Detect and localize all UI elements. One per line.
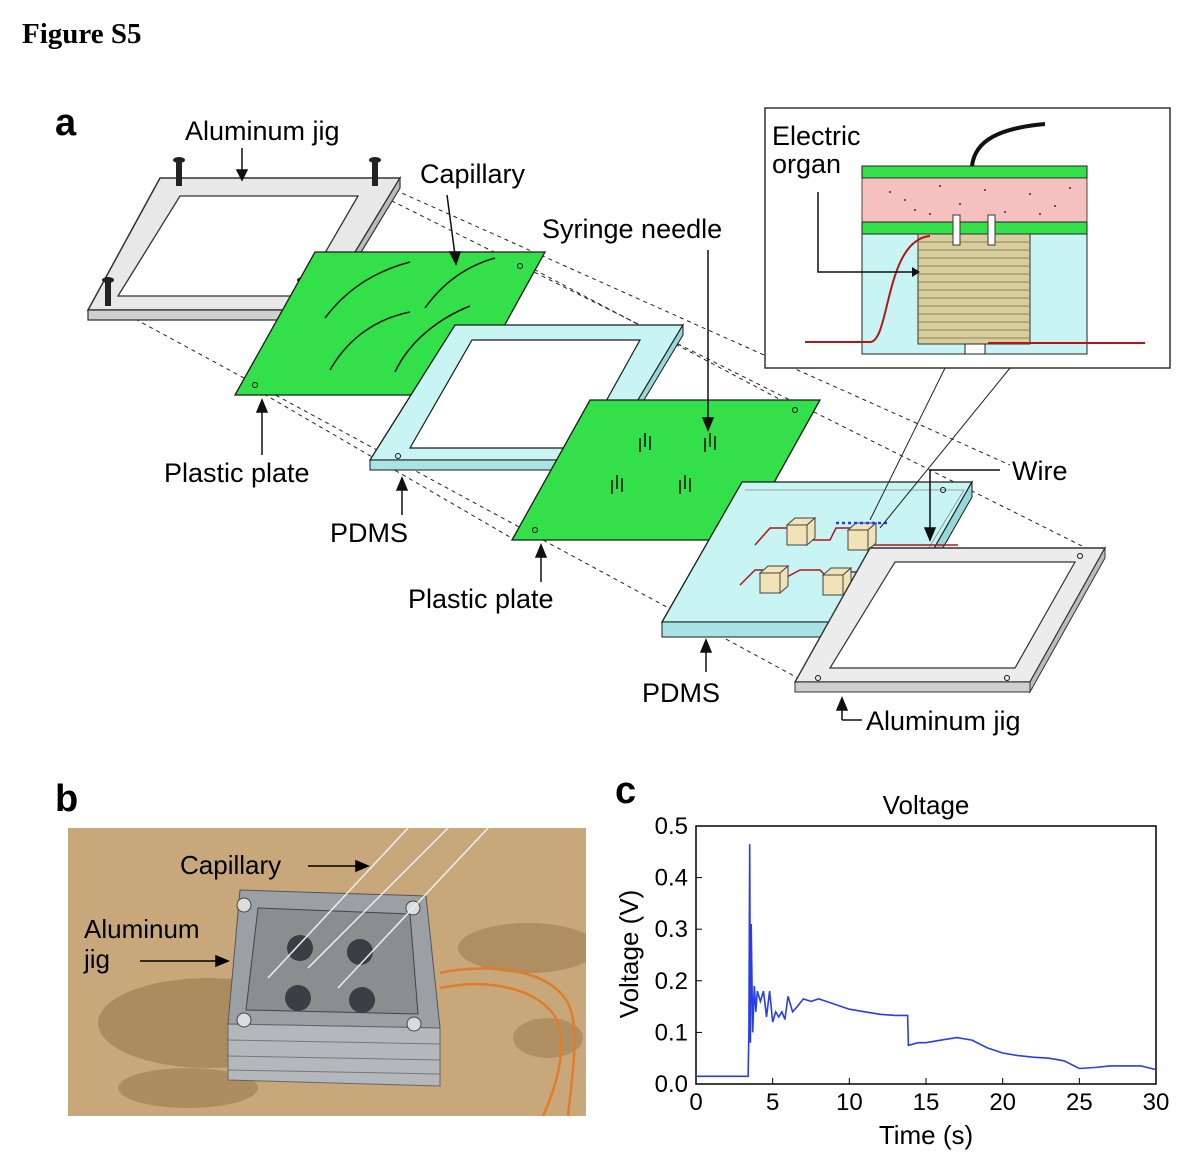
- aluminum-jig-bottom: [793, 546, 1107, 694]
- capillary-tubes: [324, 257, 496, 373]
- photo-label-aluminum-line2: jig: [83, 944, 110, 974]
- device-photo: Capillary Aluminum jig: [68, 828, 586, 1116]
- y-tick-label: 0.4: [655, 865, 688, 892]
- x-tick-label: 20: [989, 1089, 1016, 1116]
- electric-organ-cubes: [758, 516, 878, 597]
- figure-title: Figure S5: [22, 18, 142, 50]
- plot-area: [695, 825, 1157, 1085]
- voltage-chart: Voltage 0 5 10 15 20 25 30 0.0 0.1 0.2 0.3 0.4 0.5 T…: [614, 790, 1170, 1150]
- x-axis-label: Time (s): [879, 1120, 973, 1150]
- y-axis-label: Voltage (V): [614, 890, 644, 1019]
- y-tick-label: 0.5: [655, 813, 688, 840]
- syringe-needle-icons: [611, 433, 716, 494]
- photo-arrows: [140, 859, 370, 968]
- label-plastic-plate-1: Plastic plate: [164, 458, 310, 488]
- label-wire: Wire: [1012, 456, 1068, 486]
- x-tick-label: 30: [1143, 1089, 1170, 1116]
- x-tick-label: 15: [913, 1089, 940, 1116]
- label-syringe-needle: Syringe needle: [542, 214, 722, 244]
- x-tick-label: 5: [766, 1089, 779, 1116]
- label-pdms-2: PDMS: [642, 678, 720, 708]
- panel-letter-c: c: [615, 770, 637, 812]
- label-capillary: Capillary: [420, 159, 526, 189]
- x-tick-label: 10: [836, 1089, 863, 1116]
- label-electric-organ-line1: Electric: [772, 121, 861, 151]
- axis-ticks: 0 5 10 15 20 25 30 0.0 0.1 0.2 0.3 0.4 0.5: [655, 813, 1170, 1116]
- assembly-diagram: Aluminum jig Capillary Syringe needle Pl…: [86, 107, 1171, 736]
- panel-letter-b: b: [55, 778, 79, 820]
- y-tick-label: 0.2: [655, 968, 688, 995]
- photo-label-aluminum-line1: Aluminum: [84, 914, 200, 944]
- electric-organ-inset: [764, 107, 1171, 369]
- label-aluminum-jig-bottom: Aluminum jig: [866, 706, 1021, 736]
- y-tick-label: 0.0: [655, 1071, 688, 1098]
- label-aluminum-jig-top: Aluminum jig: [185, 116, 340, 146]
- panel-letter-a: a: [55, 102, 77, 144]
- electrocyte-layers: [918, 241, 1030, 339]
- x-tick-label: 25: [1066, 1089, 1093, 1116]
- organ-dots: [889, 185, 1071, 215]
- y-tick-label: 0.1: [655, 1019, 688, 1046]
- chart-title: Voltage: [883, 790, 970, 820]
- x-tick-label: 0: [689, 1089, 702, 1116]
- label-pdms-1: PDMS: [330, 518, 408, 548]
- y-tick-label: 0.3: [655, 916, 688, 943]
- photo-device: [227, 828, 576, 1116]
- leader-arrows: [235, 148, 1000, 721]
- voltage-trace: [696, 844, 1157, 1078]
- label-plastic-plate-2: Plastic plate: [408, 584, 554, 614]
- photo-label-capillary: Capillary: [180, 850, 281, 880]
- inset-callout-lines: [869, 367, 1011, 529]
- label-electric-organ-line2: organ: [772, 149, 841, 179]
